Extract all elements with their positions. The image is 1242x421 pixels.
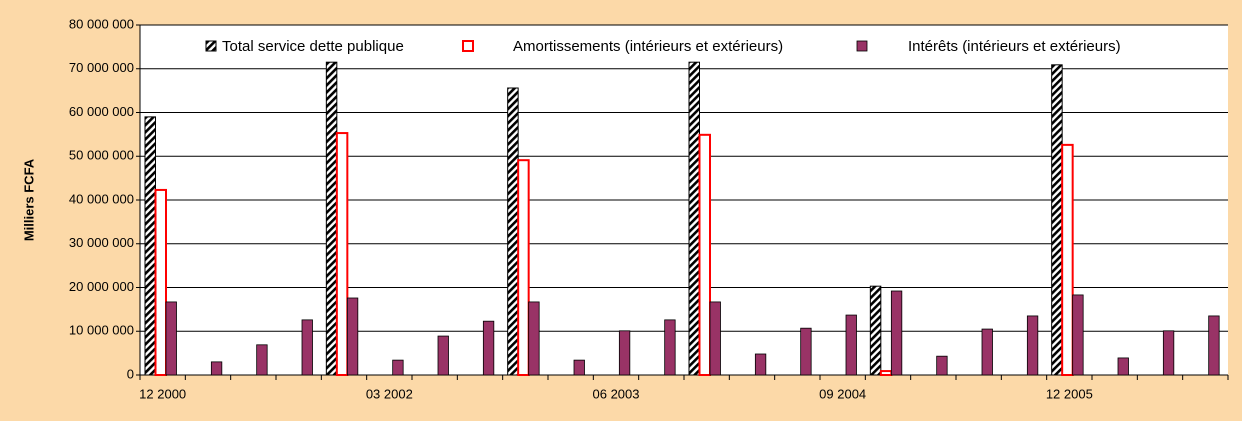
y-tick-label: 20 000 000 [69,279,134,294]
y-axis-title: Milliers FCFA [21,158,36,241]
bar [1061,143,1074,376]
y-tick-label: 40 000 000 [69,191,134,206]
legend-swatch [856,40,868,52]
bar [869,285,882,376]
legend-text: Total service dette publique [222,38,404,55]
bar [1072,294,1084,376]
bar [482,320,495,376]
y-tick-label: 10 000 000 [69,323,134,338]
bar [1162,330,1175,376]
legend-text: Intérêts (intérieurs et extérieurs) [908,38,1121,55]
bar [210,361,223,376]
bar [890,290,903,376]
y-tick-label: 70 000 000 [69,60,134,75]
bar [1026,315,1039,376]
y-tick-label: 60 000 000 [69,104,134,119]
x-tick-label: 09 2004 [819,386,866,401]
x-tick-label: 03 2002 [366,386,413,401]
legend-text: Amortissements (intérieurs et extérieurs… [513,38,783,55]
bar [879,370,893,376]
bar [754,353,767,376]
x-tick-label: 12 2005 [1046,386,1093,401]
bar [1117,357,1129,376]
x-tick-label: 12 2000 [139,386,186,401]
bar [688,61,700,376]
bar [437,335,449,376]
bar [256,344,268,376]
y-tick-label: 0 [127,366,134,381]
bar [1208,315,1220,376]
legend-swatch [462,40,474,52]
bar [936,355,948,376]
bar [800,327,812,376]
bar [517,159,530,376]
bar [325,61,338,376]
bar [664,319,676,376]
y-tick-label: 30 000 000 [69,235,134,250]
bar [698,133,711,376]
bar [1051,64,1063,376]
bar [335,132,349,376]
x-tick-label: 06 2003 [593,386,640,401]
bar [392,359,404,376]
bar [301,319,313,376]
bar [144,116,156,376]
bar [709,301,721,376]
bar [346,297,359,376]
legend-swatch [205,40,217,52]
bar [845,314,857,376]
bar [573,359,585,376]
bar [528,301,540,376]
bar [154,188,167,376]
bar [618,330,631,376]
bar [981,328,993,376]
y-tick-label: 80 000 000 [69,16,134,31]
bar [507,87,519,376]
y-tick-label: 50 000 000 [69,148,134,163]
bar [165,301,177,376]
